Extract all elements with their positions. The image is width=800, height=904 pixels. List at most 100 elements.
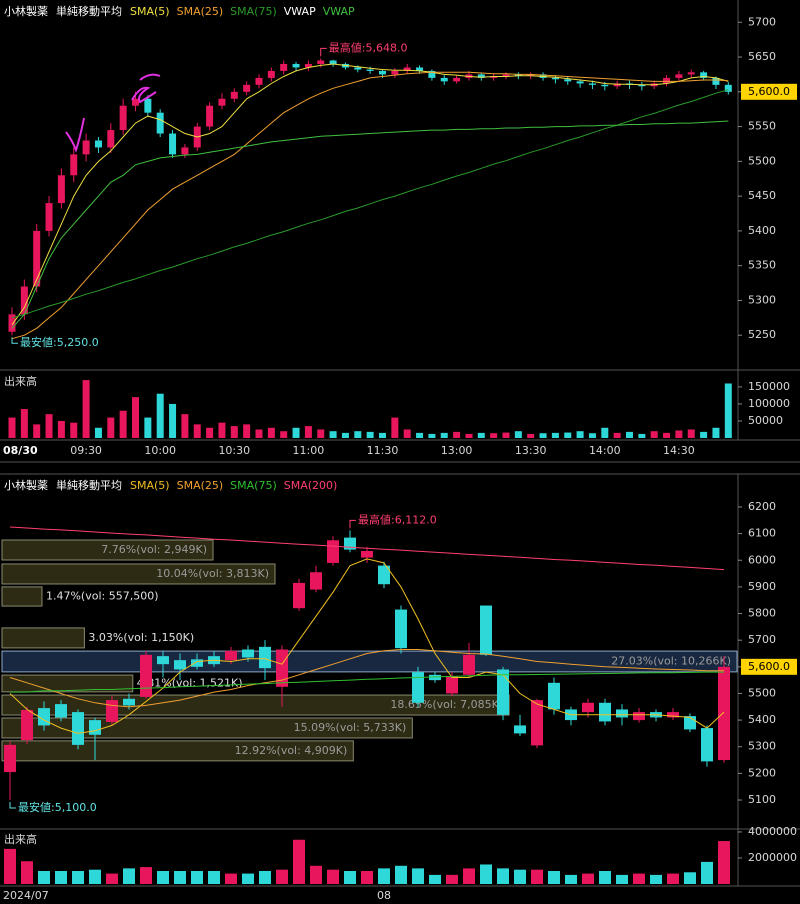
y-tick-label: 5700 — [748, 633, 776, 646]
candle-body — [379, 70, 386, 75]
volume-bar — [616, 874, 628, 884]
candle-body — [94, 140, 102, 148]
candle-body — [391, 70, 399, 75]
x-tick-label: 08/30 — [3, 444, 38, 457]
low-leader — [11, 337, 18, 344]
candle-body — [514, 725, 526, 734]
volume-profile-label: 4.81%(vol: 1,521K) — [137, 676, 243, 689]
volume-bar — [259, 870, 271, 884]
volume-bar — [344, 870, 356, 884]
volume-profile-bar — [1, 586, 43, 607]
legend-entry: SMA(75) — [230, 479, 277, 492]
volume-bar — [267, 427, 275, 438]
candle-body — [724, 84, 732, 92]
candle-body — [174, 660, 186, 670]
volume-bar — [156, 393, 164, 438]
candle-body — [230, 91, 238, 99]
y-tick-label: 5500 — [748, 686, 776, 699]
sma-line — [11, 71, 729, 340]
volume-y-tick-label: 4000000 — [748, 825, 797, 838]
volume-y-tick-label: 150000 — [748, 380, 790, 393]
candle-body — [304, 63, 312, 68]
candle-body — [428, 70, 436, 78]
chart-subtitle: 単純移動平均 — [56, 478, 122, 492]
low-label: 最安値:5,100.0 — [18, 800, 97, 814]
candle-body — [477, 74, 485, 78]
y-tick-label: 6100 — [748, 527, 776, 540]
candle-body — [55, 704, 67, 718]
volume-bar — [293, 839, 305, 884]
chart-title: 小林製薬 — [4, 4, 48, 18]
y-tick-label: 5300 — [748, 740, 776, 753]
volume-bar — [576, 431, 584, 438]
volume-bar — [565, 874, 577, 884]
volume-bar — [38, 870, 50, 884]
volume-bar — [329, 431, 337, 438]
volume-bar — [687, 429, 695, 438]
volume-title: 出来高 — [4, 374, 37, 388]
y-tick-label: 5200 — [748, 766, 776, 779]
volume-profile-bar — [1, 627, 85, 649]
last-price-box — [741, 83, 797, 100]
legend-entry: SMA(200) — [284, 479, 338, 492]
candle-body — [267, 70, 275, 78]
candle-body — [527, 74, 535, 76]
volume-bar — [463, 868, 475, 884]
volume-bar — [119, 410, 127, 438]
x-tick-label: 10:30 — [218, 444, 250, 457]
volume-profile-bar — [1, 717, 413, 739]
volume-bar — [514, 869, 526, 884]
candle-body — [144, 98, 152, 113]
volume-y-tick-label: 2000000 — [748, 851, 797, 864]
candle-body — [613, 83, 621, 87]
x-tick-label: 11:30 — [367, 444, 399, 457]
volume-bar — [132, 397, 139, 438]
volume-bar — [490, 433, 498, 438]
candle-body — [8, 314, 16, 332]
volume-bar — [403, 429, 411, 438]
y-tick-label: 5900 — [748, 580, 776, 593]
candle-body — [317, 60, 325, 64]
volume-bar — [446, 874, 458, 884]
volume-bar — [218, 422, 226, 438]
y-tick-label: 5650 — [748, 50, 776, 63]
candle-body — [663, 77, 671, 84]
candle-body — [616, 709, 628, 718]
x-tick-label: 14:30 — [663, 444, 695, 457]
candle-body — [70, 154, 78, 176]
volume-bar — [70, 422, 78, 438]
volume-bar — [317, 429, 325, 438]
volume-bar — [588, 433, 596, 438]
volume-bar — [599, 870, 611, 884]
high-label: 最高値:6,112.0 — [358, 512, 437, 526]
volume-bar — [428, 433, 436, 438]
legend-entry: SMA(75) — [230, 5, 277, 18]
volume-bar — [45, 414, 53, 438]
candle-body — [276, 649, 288, 687]
volume-bar — [650, 874, 662, 884]
y-tick-label: 5700 — [748, 15, 776, 28]
layers: 最高値:5,648.0 最安値:5,250.0 5250 5300 5350 5400 54… — [1, 4, 797, 902]
volume-bar — [412, 868, 424, 884]
candle-body — [33, 230, 41, 287]
volume-bar — [465, 433, 473, 438]
volume-bar — [650, 431, 658, 438]
volume-bar — [206, 427, 214, 438]
sma-line — [11, 89, 729, 319]
volume-profile-label: 7.76%(vol: 2,949K) — [101, 543, 207, 556]
volume-bar — [440, 432, 448, 438]
candle-body — [225, 650, 237, 661]
candle-body — [576, 81, 584, 84]
candle-body — [38, 708, 50, 726]
candle-body — [206, 105, 214, 127]
volume-bar — [361, 870, 373, 884]
volume-bar — [638, 433, 646, 438]
volume-bar — [712, 427, 720, 438]
volume-bar — [230, 426, 238, 438]
candle-body — [310, 572, 322, 590]
volume-bar — [700, 431, 708, 438]
y-tick-label: 5800 — [748, 607, 776, 620]
candle-body — [366, 69, 374, 71]
volume-bar — [582, 873, 594, 884]
